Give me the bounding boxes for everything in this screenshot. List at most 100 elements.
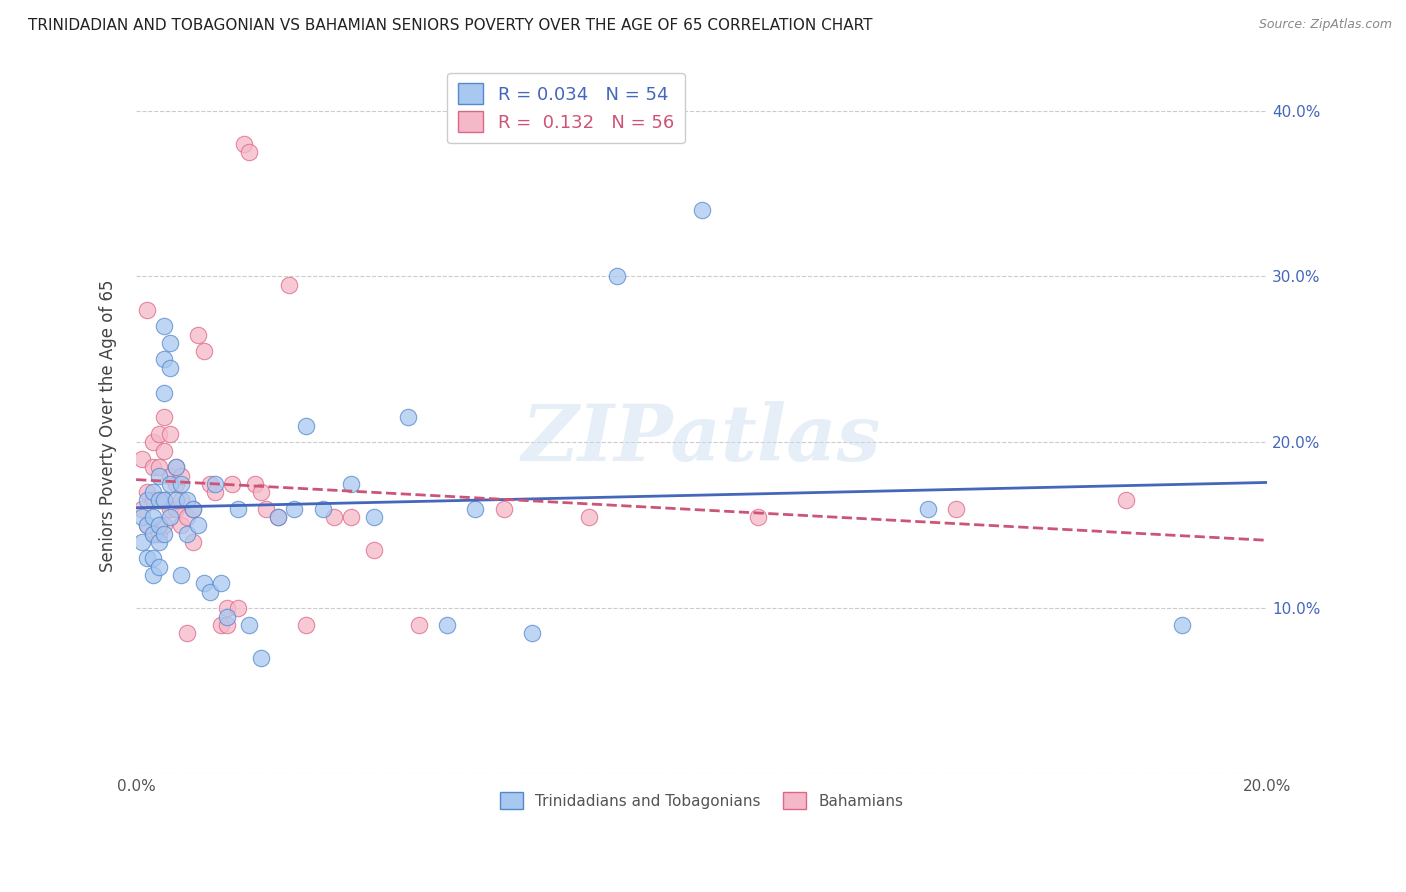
Point: [340, 510, 363, 524]
Point: [323, 510, 346, 524]
Point: [254, 501, 277, 516]
Legend: Trinidadians and Tobagonians, Bahamians: Trinidadians and Tobagonians, Bahamians: [494, 787, 910, 815]
Point: [249, 651, 271, 665]
Point: [153, 493, 176, 508]
Point: [148, 518, 170, 533]
Point: [176, 526, 198, 541]
Point: [148, 460, 170, 475]
Point: [232, 136, 254, 151]
Point: [148, 535, 170, 549]
Point: [249, 485, 271, 500]
Point: [226, 601, 249, 615]
Point: [209, 576, 232, 591]
Point: [243, 476, 266, 491]
Point: [226, 501, 249, 516]
Point: [187, 327, 209, 342]
Point: [187, 518, 209, 533]
Point: [209, 617, 232, 632]
Point: [181, 535, 204, 549]
Point: [266, 510, 288, 524]
Point: [181, 501, 204, 516]
Point: [176, 626, 198, 640]
Point: [148, 526, 170, 541]
Point: [148, 559, 170, 574]
Point: [153, 526, 176, 541]
Point: [153, 385, 176, 400]
Point: [165, 460, 187, 475]
Point: [436, 617, 458, 632]
Point: [131, 501, 153, 516]
Point: [176, 493, 198, 508]
Point: [204, 485, 226, 500]
Point: [917, 501, 939, 516]
Point: [131, 510, 153, 524]
Point: [136, 493, 159, 508]
Point: [136, 485, 159, 500]
Point: [221, 476, 243, 491]
Point: [148, 427, 170, 442]
Point: [153, 443, 176, 458]
Point: [294, 617, 316, 632]
Point: [153, 319, 176, 334]
Point: [159, 468, 181, 483]
Point: [170, 468, 193, 483]
Point: [142, 435, 165, 450]
Point: [193, 576, 215, 591]
Point: [170, 568, 193, 582]
Point: [294, 418, 316, 433]
Point: [159, 476, 181, 491]
Text: ZIPatlas: ZIPatlas: [522, 401, 882, 478]
Point: [238, 145, 260, 159]
Point: [142, 568, 165, 582]
Point: [283, 501, 305, 516]
Point: [159, 510, 181, 524]
Point: [159, 427, 181, 442]
Point: [136, 551, 159, 566]
Point: [204, 476, 226, 491]
Point: [159, 360, 181, 375]
Point: [165, 501, 187, 516]
Point: [181, 501, 204, 516]
Y-axis label: Seniors Poverty Over the Age of 65: Seniors Poverty Over the Age of 65: [100, 279, 117, 572]
Point: [396, 410, 419, 425]
Point: [142, 493, 165, 508]
Point: [520, 626, 543, 640]
Point: [148, 468, 170, 483]
Text: Source: ZipAtlas.com: Source: ZipAtlas.com: [1258, 18, 1392, 31]
Point: [408, 617, 430, 632]
Point: [136, 518, 159, 533]
Point: [153, 410, 176, 425]
Point: [165, 460, 187, 475]
Point: [312, 501, 335, 516]
Point: [578, 510, 600, 524]
Point: [142, 551, 165, 566]
Point: [747, 510, 769, 524]
Point: [165, 476, 187, 491]
Point: [690, 203, 713, 218]
Point: [193, 344, 215, 359]
Point: [215, 601, 238, 615]
Point: [340, 476, 363, 491]
Point: [363, 510, 385, 524]
Point: [165, 493, 187, 508]
Point: [142, 510, 165, 524]
Point: [170, 476, 193, 491]
Point: [1115, 493, 1137, 508]
Point: [176, 510, 198, 524]
Point: [170, 518, 193, 533]
Point: [142, 526, 165, 541]
Point: [170, 493, 193, 508]
Point: [198, 476, 221, 491]
Point: [159, 335, 181, 350]
Point: [198, 584, 221, 599]
Point: [215, 617, 238, 632]
Point: [148, 493, 170, 508]
Point: [131, 535, 153, 549]
Point: [215, 609, 238, 624]
Point: [606, 269, 628, 284]
Point: [148, 493, 170, 508]
Point: [142, 485, 165, 500]
Point: [266, 510, 288, 524]
Point: [142, 526, 165, 541]
Point: [136, 518, 159, 533]
